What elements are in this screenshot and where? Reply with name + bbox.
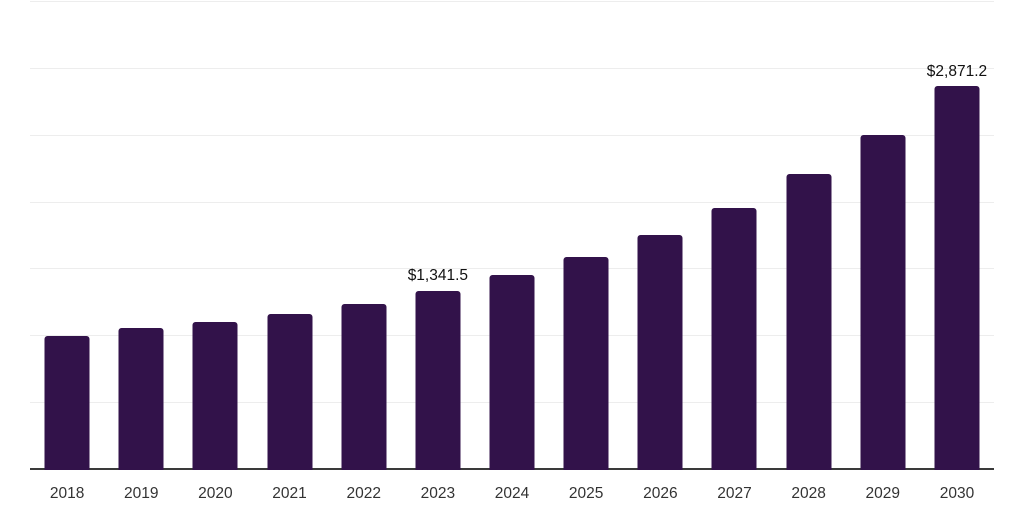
bar-column: 2027	[697, 0, 771, 502]
bar-2025	[563, 256, 609, 470]
bar-2020	[192, 321, 238, 470]
gridline	[30, 134, 994, 136]
bar-column: 2022	[327, 0, 401, 502]
x-tick-label: 2020	[198, 485, 233, 502]
x-tick-label: 2027	[717, 485, 752, 502]
bar-columns: 2018 2019 2020 2021 2022 $1,341.5 2023 2024 2025…	[30, 0, 994, 502]
bar-column: 2028	[772, 0, 846, 502]
bar-column: $1,341.5 2023	[401, 0, 475, 502]
bar-2026	[637, 234, 683, 470]
x-tick-label: 2018	[49, 485, 85, 502]
x-tick-label: 2025	[568, 485, 604, 502]
bar-value-label: $1,341.5	[407, 267, 469, 285]
x-tick-label: 2028	[791, 485, 826, 502]
bar-column: 2025	[549, 0, 623, 502]
bar-column: 2029	[846, 0, 920, 502]
gridline	[30, 67, 994, 69]
x-tick-label: 2026	[643, 485, 678, 502]
x-tick-label: 2029	[865, 485, 901, 502]
gridline	[30, 268, 994, 270]
bar-2027	[711, 207, 757, 470]
bar-column: 2018	[30, 0, 104, 502]
bar-value-label: $2,871.2	[926, 62, 988, 80]
gridline	[30, 201, 994, 203]
bar-2018	[44, 336, 90, 470]
gridline	[30, 1, 994, 2]
bar-column: 2021	[252, 0, 326, 502]
bar-column: 2019	[104, 0, 178, 502]
bar-column: 2024	[475, 0, 549, 502]
x-tick-label: 2023	[420, 485, 456, 502]
bar-column: $2,871.2 2030	[920, 0, 994, 502]
bar-2030	[934, 86, 980, 470]
bar-column: 2020	[178, 0, 252, 502]
bar-2024	[489, 275, 535, 470]
bar-column: 2026	[623, 0, 697, 502]
bar-2029	[860, 135, 906, 470]
bar-2023	[415, 290, 461, 470]
plot-area: 2018 2019 2020 2021 2022 $1,341.5 2023 2024 2025…	[30, 0, 994, 502]
bar-2028	[786, 173, 832, 470]
bar-2019	[118, 327, 164, 470]
x-tick-label: 2030	[939, 485, 975, 502]
x-tick-label: 2019	[123, 485, 159, 502]
x-tick-label: 2022	[346, 485, 381, 502]
x-tick-label: 2024	[494, 485, 530, 502]
bar-2021	[267, 313, 313, 470]
x-tick-label: 2021	[272, 485, 307, 502]
bar-2022	[341, 303, 387, 470]
